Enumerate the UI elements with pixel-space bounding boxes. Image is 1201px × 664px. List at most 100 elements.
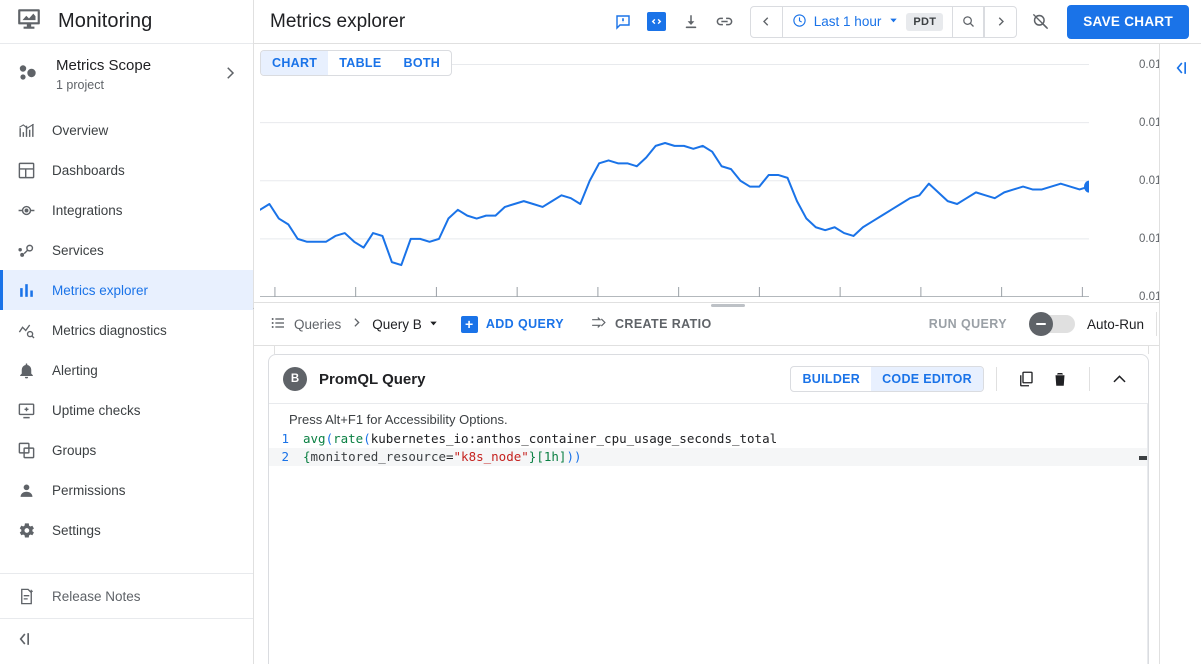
- sidebar-item-release-notes[interactable]: Release Notes: [0, 574, 253, 618]
- divider: [1089, 367, 1090, 391]
- sidebar-item-label: Dashboards: [52, 162, 125, 178]
- scope-nodes-icon: [16, 61, 40, 90]
- monitoring-logo-icon: [16, 6, 42, 37]
- uptime-monitor-icon: [16, 400, 36, 420]
- tab-chart[interactable]: CHART: [261, 51, 329, 75]
- accessibility-hint: Press Alt+F1 for Accessibility Options.: [289, 412, 508, 427]
- create-ratio-button[interactable]: CREATE RATIO: [590, 314, 712, 334]
- sidebar-item-alerting[interactable]: Alerting: [0, 350, 253, 390]
- download-icon[interactable]: [674, 5, 708, 39]
- code-icon[interactable]: [640, 5, 674, 39]
- add-query-button[interactable]: + ADD QUERY: [460, 315, 564, 333]
- gear-icon: [16, 520, 36, 540]
- selected-query-label: Query B: [372, 316, 422, 332]
- sidebar-item-groups[interactable]: Groups: [0, 430, 253, 470]
- chevron-down-icon: [428, 317, 439, 332]
- code-editor[interactable]: Press Alt+F1 for Accessibility Options. …: [269, 403, 1148, 664]
- clock-icon: [792, 13, 807, 31]
- query-toolbar-right: RUN QUERY Auto-Run: [929, 312, 1189, 336]
- scope-title: Metrics Scope: [56, 56, 152, 74]
- toggle-knob: [1028, 312, 1053, 336]
- code-line-1[interactable]: 1 avg(rate(kubernetes_io:anthos_containe…: [269, 430, 1148, 448]
- sidebar-spacer: [0, 550, 253, 573]
- time-range-selector[interactable]: Last 1 hour PDT: [783, 7, 952, 37]
- code-content: avg(rate(kubernetes_io:anthos_container_…: [303, 431, 778, 446]
- sidebar-item-metrics-explorer[interactable]: Metrics explorer: [0, 270, 253, 310]
- tab-both[interactable]: BOTH: [403, 56, 441, 70]
- sidebar-collapse-button[interactable]: [0, 618, 253, 664]
- plus-icon: +: [460, 315, 478, 333]
- duplicate-icon[interactable]: [1009, 362, 1043, 396]
- sidebar: Monitoring Metrics Scope 1 project: [0, 0, 254, 664]
- line-chart-svg: [260, 50, 1089, 297]
- metrics-scope-selector[interactable]: Metrics Scope 1 project: [0, 44, 253, 106]
- collapse-right-panel-icon[interactable]: [1171, 58, 1191, 664]
- sidebar-nav: Overview Dashboards Integrations: [0, 106, 253, 550]
- save-chart-button[interactable]: SAVE CHART: [1067, 4, 1189, 39]
- sidebar-item-label: Alerting: [52, 362, 98, 378]
- time-range-controls: Last 1 hour PDT: [749, 5, 1018, 38]
- tab-builder[interactable]: BUILDER: [802, 372, 861, 386]
- line-number: 1: [281, 431, 289, 446]
- panel-resize-handle[interactable]: [710, 304, 745, 307]
- trash-icon[interactable]: [1043, 362, 1077, 396]
- sidebar-item-label: Permissions: [52, 482, 126, 498]
- queries-button[interactable]: Queries: [270, 315, 341, 334]
- zoom-off-icon[interactable]: [1023, 5, 1057, 39]
- sidebar-item-dashboards[interactable]: Dashboards: [0, 150, 253, 190]
- query-card-title: PromQL Query: [319, 370, 426, 388]
- top-toolbar: Metrics explorer: [254, 0, 1201, 44]
- integrations-icon: [16, 200, 36, 220]
- tab-code-editor[interactable]: CODE EDITOR: [871, 367, 983, 391]
- collapsed-query-card-a[interactable]: [274, 346, 1149, 354]
- chart-panel: CHART TABLE BOTH 0.014540.014520.01450.0…: [254, 44, 1201, 335]
- query-selector[interactable]: Query B: [372, 317, 439, 332]
- page-title: Metrics explorer: [270, 10, 406, 32]
- auto-run-toggle[interactable]: [1028, 312, 1075, 336]
- feedback-icon[interactable]: [606, 5, 640, 39]
- chevron-down-icon: [888, 14, 899, 29]
- editor-right-rail: [1147, 404, 1148, 664]
- chevron-left-icon[interactable]: [751, 6, 783, 37]
- divider: [996, 367, 997, 391]
- sidebar-item-metrics-diagnostics[interactable]: Metrics diagnostics: [0, 310, 253, 350]
- query-card-header: B PromQL Query BUILDER CODE EDITOR: [269, 355, 1148, 403]
- services-icon: [16, 240, 36, 260]
- sidebar-item-uptime-checks[interactable]: Uptime checks: [0, 390, 253, 430]
- sidebar-item-settings[interactable]: Settings: [0, 510, 253, 550]
- bell-icon: [16, 360, 36, 380]
- magnifier-icon[interactable]: [952, 6, 985, 37]
- sidebar-item-label: Uptime checks: [52, 402, 141, 418]
- chevron-up-icon[interactable]: [1102, 362, 1136, 396]
- sidebar-item-permissions[interactable]: Permissions: [0, 470, 253, 510]
- list-icon: [270, 315, 286, 334]
- chevron-right-icon[interactable]: [984, 6, 1016, 37]
- sidebar-item-services[interactable]: Services: [0, 230, 253, 270]
- scrollbar-thumb[interactable]: [1139, 456, 1147, 460]
- person-icon: [16, 480, 36, 500]
- editor-mode-tabs: BUILDER CODE EDITOR: [790, 366, 984, 392]
- dashboards-grid-icon: [16, 160, 36, 180]
- link-icon[interactable]: [708, 5, 742, 39]
- add-query-label: ADD QUERY: [485, 317, 564, 331]
- sidebar-item-overview[interactable]: Overview: [0, 110, 253, 150]
- sidebar-item-label: Metrics diagnostics: [52, 322, 167, 338]
- sidebar-item-integrations[interactable]: Integrations: [0, 190, 253, 230]
- query-editor-area: B PromQL Query BUILDER CODE EDITOR: [254, 346, 1201, 664]
- time-range-label: Last 1 hour: [813, 14, 882, 29]
- sidebar-item-label: Settings: [52, 522, 101, 538]
- chart-view-tabs: CHART TABLE BOTH: [260, 50, 453, 76]
- release-notes-label: Release Notes: [52, 588, 141, 604]
- chart-plot-area[interactable]: [260, 50, 1089, 297]
- divider: [1156, 312, 1157, 336]
- collapse-left-icon: [14, 629, 34, 654]
- query-card-actions: BUILDER CODE EDITOR: [790, 362, 1136, 396]
- tab-table[interactable]: TABLE: [339, 56, 382, 70]
- overview-chart-icon: [16, 120, 36, 140]
- code-line-2[interactable]: 2 {monitored_resource="k8s_node"}[1h])): [269, 448, 1148, 466]
- timezone-badge[interactable]: PDT: [906, 12, 944, 31]
- run-query-button[interactable]: RUN QUERY: [928, 317, 1007, 331]
- editor-scrollbar[interactable]: [1138, 430, 1148, 664]
- sidebar-item-label: Overview: [52, 122, 109, 138]
